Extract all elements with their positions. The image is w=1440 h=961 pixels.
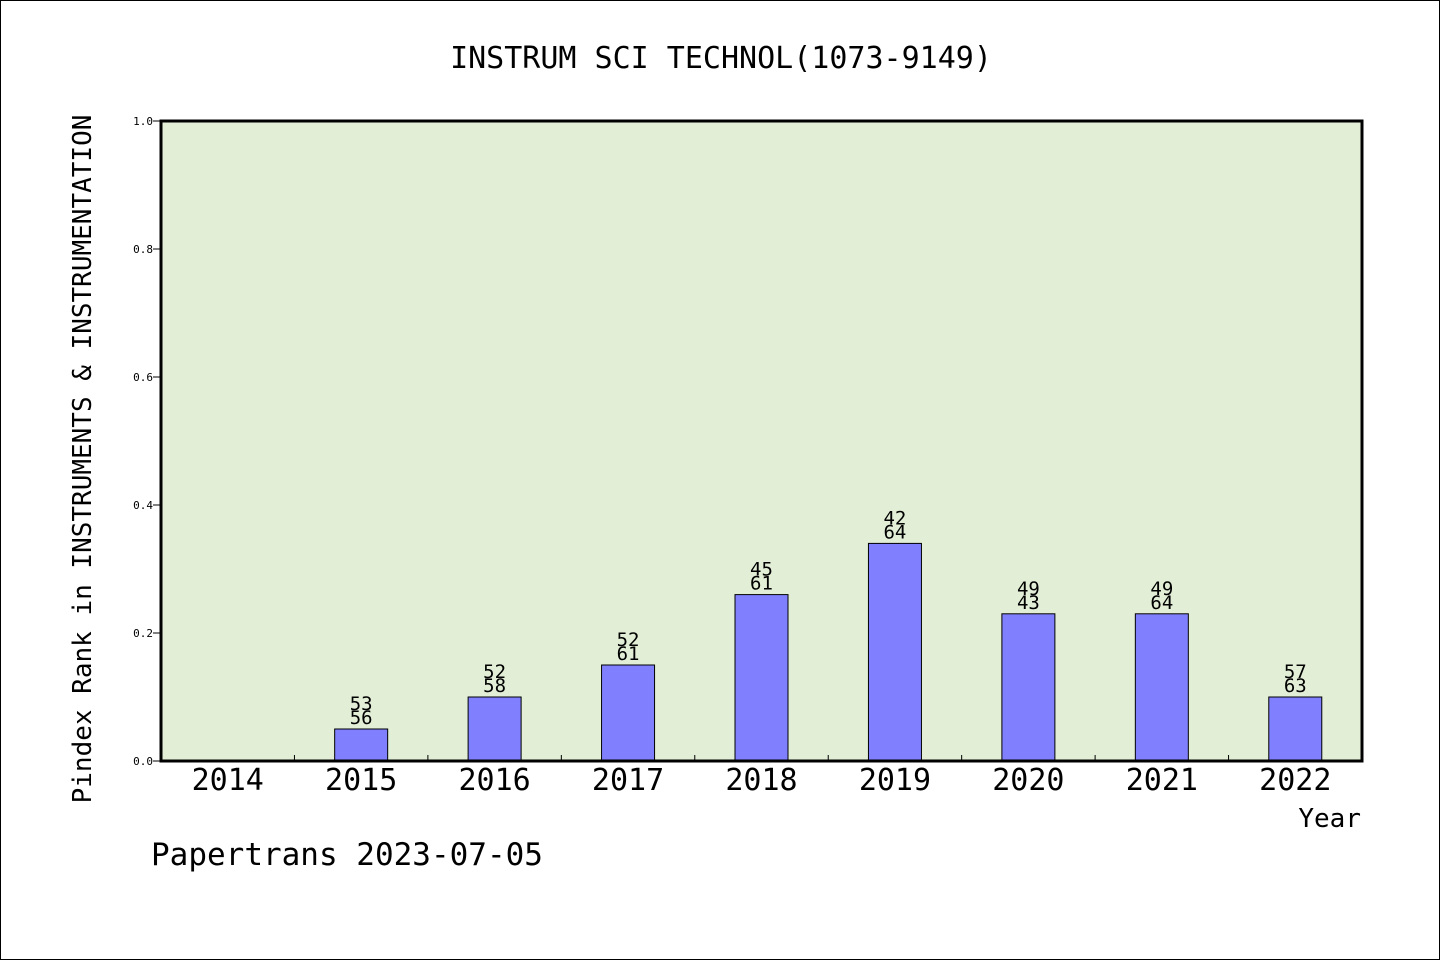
y-tick-label: 0.8 — [133, 243, 153, 256]
data-label-top: 57 — [1284, 661, 1307, 683]
x-tick-label: 2018 — [725, 763, 797, 798]
x-tick-label: 2015 — [325, 763, 397, 798]
data-label-bottom: 43 — [1017, 592, 1040, 614]
data-label-top: 45 — [750, 559, 773, 581]
bar-2020 — [1001, 613, 1056, 762]
chart-title: INSTRUM SCI TECHNOL(1073-9149) — [450, 41, 992, 76]
data-label-bottom: 61 — [750, 573, 773, 595]
data-label-bottom: 61 — [617, 643, 640, 665]
data-label-top: 49 — [1017, 578, 1040, 600]
data-label-top: 42 — [883, 507, 906, 529]
footer-credit: Papertrans 2023-07-05 — [151, 837, 543, 873]
bar-2018 — [734, 594, 789, 762]
data-label-bottom: 64 — [883, 521, 906, 543]
y-tick-label: 0.6 — [133, 371, 153, 384]
bar-2022 — [1268, 696, 1323, 762]
x-tick-labels: 2014 2015 2016 2017 2018 2019 2020 2021 2022 — [192, 755, 1331, 798]
x-tick-label: 2016 — [458, 763, 530, 798]
y-axis-label: Pindex Rank in INSTRUMENTS & INSTRUMENTA… — [68, 115, 98, 804]
bar-2021 — [1134, 613, 1189, 762]
x-tick-label: 2014 — [192, 763, 264, 798]
x-tick-label: 2020 — [992, 763, 1064, 798]
y-tick-label: 0.2 — [133, 627, 153, 640]
data-label-bottom: 56 — [350, 707, 373, 729]
x-tick-label: 2021 — [1126, 763, 1198, 798]
bar-2019 — [867, 542, 922, 762]
data-label-top: 53 — [350, 693, 373, 715]
x-tick-label: 2017 — [592, 763, 664, 798]
y-tick-labels: 0.0 0.2 0.4 0.6 0.8 1.0 — [133, 115, 161, 768]
x-tick-label: 2019 — [859, 763, 931, 798]
data-label-top: 52 — [483, 661, 506, 683]
plot-border — [159, 119, 1364, 763]
y-tick-label: 1.0 — [133, 115, 153, 128]
bar-2016 — [467, 696, 522, 762]
data-label-top: 49 — [1150, 578, 1173, 600]
x-tick-label: 2022 — [1259, 763, 1331, 798]
y-tick-label: 0.4 — [133, 499, 153, 512]
data-label-bottom: 58 — [483, 675, 506, 697]
data-label-top: 52 — [617, 629, 640, 651]
x-axis-label: Year — [1298, 804, 1361, 834]
data-label-bottom: 63 — [1284, 675, 1307, 697]
bar-2015 — [334, 728, 389, 762]
bar-2017 — [601, 664, 656, 762]
y-tick-label: 0.0 — [133, 755, 153, 768]
data-label-bottom: 64 — [1150, 592, 1173, 614]
bars-group — [334, 542, 1323, 762]
